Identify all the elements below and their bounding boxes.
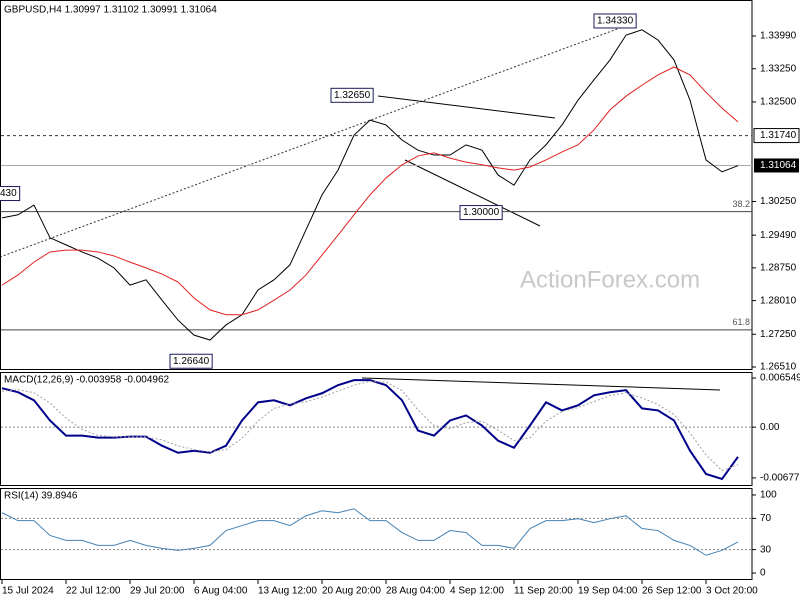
y-tick-label: 1.26510 bbox=[760, 362, 797, 373]
y-tick-label: 1.28750 bbox=[760, 263, 797, 274]
x-tick-label: 15 Jul 2024 bbox=[2, 586, 54, 597]
current-price-label: 1.31064 bbox=[760, 160, 797, 171]
y-tick-label: 0 bbox=[760, 568, 766, 579]
y-tick-label: 1.32500 bbox=[760, 97, 797, 108]
y-tick-label: 1.33250 bbox=[760, 63, 797, 74]
x-tick-label: 13 Aug 12:00 bbox=[258, 586, 317, 597]
series-line bbox=[1, 380, 739, 472]
series-line bbox=[1, 29, 739, 341]
y-tick-label: 1.29490 bbox=[760, 230, 797, 241]
y-tick-label: 1.30250 bbox=[760, 196, 797, 207]
macd-title: MACD(12,26,9) -0.003958 -0.004962 bbox=[4, 375, 170, 386]
trend-line bbox=[361, 377, 721, 391]
chart-title: GBPUSD,H4 1.30997 1.31102 1.30991 1.3106… bbox=[4, 5, 217, 16]
trend-line bbox=[377, 95, 556, 119]
price-label: 1.31740 bbox=[760, 130, 797, 141]
fib-label: 61.8 bbox=[732, 317, 750, 327]
x-tick-label: 26 Sep 12:00 bbox=[642, 586, 702, 597]
y-tick-label: 70 bbox=[760, 513, 772, 524]
panel-frame bbox=[0, 488, 753, 580]
fib-label: 38.2 bbox=[732, 199, 750, 209]
callout-label: 1.32650 bbox=[334, 90, 371, 101]
callout-box bbox=[459, 205, 503, 221]
current-price-box bbox=[754, 158, 799, 173]
y-tick-label: 0.00 bbox=[760, 422, 780, 433]
x-tick-label: 22 Jul 12:00 bbox=[66, 586, 121, 597]
callout-box bbox=[0, 186, 21, 202]
trend-lines bbox=[0, 24, 721, 391]
callout-label: 430 bbox=[0, 188, 17, 199]
rsi-title: RSI(14) 39.8946 bbox=[4, 491, 78, 502]
price-box bbox=[753, 128, 800, 144]
x-tick-label: 29 Jul 20:00 bbox=[130, 586, 185, 597]
x-tick-label: 6 Aug 04:00 bbox=[194, 586, 248, 597]
callout-label: 1.26640 bbox=[173, 356, 210, 367]
series-line bbox=[1, 508, 739, 556]
callout-box bbox=[169, 353, 213, 369]
panel-frame bbox=[0, 0, 753, 370]
callout-label: 1.34330 bbox=[597, 16, 634, 27]
y-tick-label: 100 bbox=[760, 490, 777, 501]
series-line bbox=[1, 66, 739, 316]
y-tick-label: 0.006549 bbox=[760, 373, 800, 384]
x-tick-label: 11 Sep 20:00 bbox=[514, 586, 573, 597]
panel-frame bbox=[0, 372, 753, 486]
callout-label: 1.30000 bbox=[463, 207, 500, 218]
watermark: ActionForex.com bbox=[520, 266, 700, 293]
x-tick-label: 19 Sep 04:00 bbox=[578, 586, 638, 597]
x-tick-label: 4 Sep 12:00 bbox=[450, 586, 504, 597]
y-tick-label: 1.33990 bbox=[760, 31, 797, 42]
x-tick-label: 3 Oct 20:00 bbox=[706, 586, 758, 597]
x-tick-label: 20 Aug 20:00 bbox=[322, 586, 381, 597]
callout-box bbox=[593, 13, 637, 29]
trend-line bbox=[0, 24, 629, 258]
y-tick-label: -0.006778 bbox=[760, 473, 800, 484]
trend-line bbox=[404, 159, 541, 227]
callout-box bbox=[330, 87, 374, 103]
y-tick-label: 1.27250 bbox=[760, 329, 797, 340]
y-tick-label: 30 bbox=[760, 544, 772, 555]
x-tick-label: 28 Aug 04:00 bbox=[386, 586, 445, 597]
y-tick-label: 1.28010 bbox=[760, 295, 797, 306]
